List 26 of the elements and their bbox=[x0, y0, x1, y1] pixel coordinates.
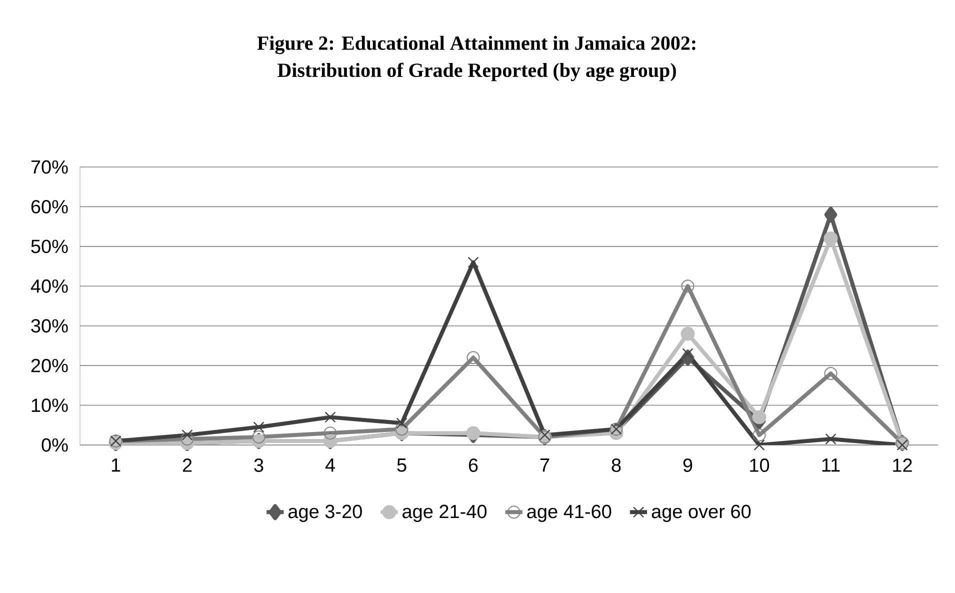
y-tick-label: 20% bbox=[31, 358, 68, 372]
y-tick-label: 70% bbox=[31, 160, 68, 174]
y-tick-label: 40% bbox=[30, 279, 68, 293]
x-tick-label: 9 bbox=[683, 458, 692, 472]
chart-subtitle: Distribution of Grade Reported (by age group) bbox=[278, 62, 676, 82]
y-tick-label: 30% bbox=[31, 319, 68, 333]
legend-label: age over 60 bbox=[652, 504, 751, 522]
x-tick-label: 5 bbox=[397, 458, 406, 472]
x-tick-label: 10 bbox=[750, 458, 770, 472]
legend-label: age 41-60 bbox=[527, 504, 612, 522]
x-tick-label: 7 bbox=[540, 458, 550, 472]
chart-title: Figure 2: Educational Attainment in Jamaica 2002: bbox=[257, 36, 696, 54]
x-tick-label: 12 bbox=[893, 458, 912, 472]
x-tick-label: 3 bbox=[254, 458, 264, 472]
x-tick-label: 8 bbox=[612, 458, 621, 472]
x-tick-label: 2 bbox=[182, 458, 192, 472]
y-tick-label: 0% bbox=[42, 438, 68, 452]
y-tick-label: 10% bbox=[32, 398, 68, 412]
x-tick-label: 11 bbox=[822, 458, 840, 472]
legend-label: age 21-40 bbox=[402, 504, 487, 522]
x-tick-label: 6 bbox=[468, 458, 478, 472]
x-tick-label: 4 bbox=[325, 458, 335, 472]
x-tick-label: 1 bbox=[112, 458, 120, 472]
legend-label: age 3-20 bbox=[288, 504, 362, 522]
y-tick-label: 50% bbox=[31, 240, 68, 254]
y-tick-label: 60% bbox=[31, 200, 68, 214]
